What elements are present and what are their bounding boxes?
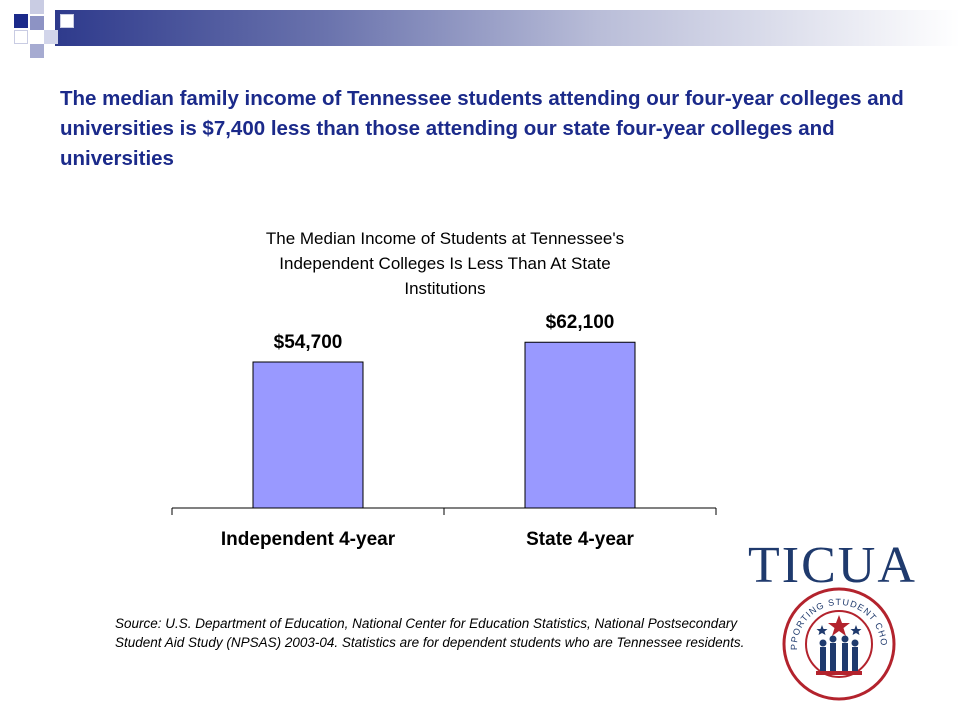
bar-series: $54,700 $62,100 [252,312,636,509]
bar [524,341,636,509]
decorative-square [14,14,28,28]
decorative-square [60,14,74,28]
chart-title-line: Institutions [404,279,485,298]
decorative-square [14,30,28,44]
header-gradient-band [55,10,960,46]
x-tick-label: State 4-year [526,529,634,550]
decorative-square [30,44,44,58]
source-note: Source: U.S. Department of Education, Na… [115,616,745,650]
slide-headline: The median family income of Tennessee st… [60,87,904,170]
bar-value-label: $54,700 [274,332,343,353]
chart-title-line: Independent Colleges Is Less Than At Sta… [279,254,610,273]
decorative-square [44,30,58,44]
decorative-square [30,0,44,14]
chart-title: The Median Income of Students at Tenness… [266,229,624,298]
bar [252,361,364,509]
decorative-square [30,16,44,30]
x-tick-label: Independent 4-year [221,529,396,550]
x-axis: Independent 4-year State 4-year [171,507,717,550]
ticua-logo-wordmark: TICUA [748,537,917,594]
chart-title-line: The Median Income of Students at Tenness… [266,229,624,248]
bar-value-label: $62,100 [546,312,615,333]
ticua-seal-logo: SUPPORTING STUDENT CHOICE [780,585,896,701]
